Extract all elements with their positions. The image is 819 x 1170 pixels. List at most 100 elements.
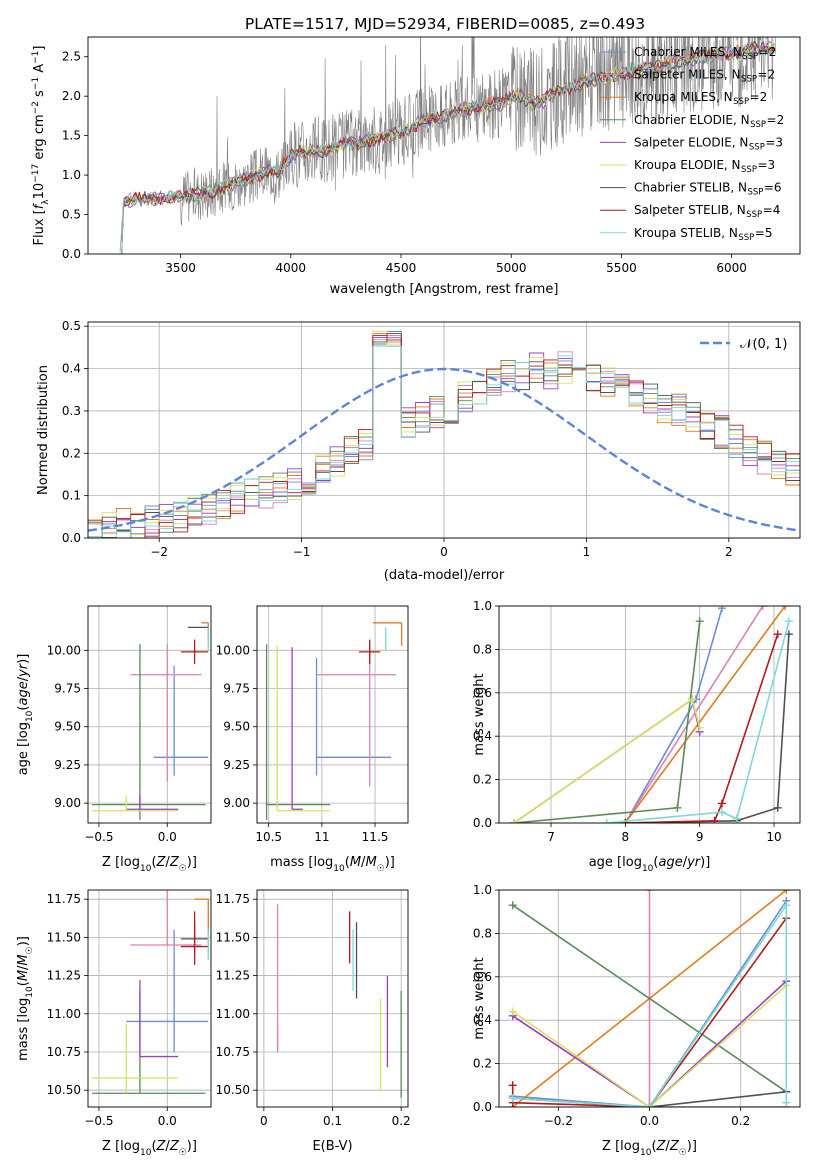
axes-frame bbox=[87, 321, 801, 539]
weight-line bbox=[512, 904, 787, 1093]
weight-marker bbox=[688, 695, 697, 704]
y-tick-label: 0.8 bbox=[473, 926, 492, 940]
x-tick-label: 11 bbox=[314, 830, 329, 844]
weight-marker bbox=[782, 1098, 791, 1107]
legend-entry-value: =2 bbox=[750, 90, 768, 104]
errorbar-area bbox=[265, 622, 403, 820]
weight-marker bbox=[758, 606, 767, 610]
y-tick-label: 0.2 bbox=[473, 1057, 492, 1071]
x-tick-label: 0.2 bbox=[392, 1114, 411, 1128]
legend-entry-subscript: SSP bbox=[746, 210, 762, 220]
y-tick-label: 0.4 bbox=[473, 729, 492, 743]
x-tick-label: −1 bbox=[293, 545, 311, 559]
legend-entry-value: =2 bbox=[759, 45, 777, 59]
legend-entry: Kroupa STELIB, N bbox=[634, 226, 738, 240]
panel-mass-vs-Z: −0.5 0.0 10.50 10.75 11.00 11.25 11.50 11.75 Z [… bbox=[16, 889, 212, 1158]
residual-histogram bbox=[88, 330, 800, 538]
legend-entry-subscript: SSP bbox=[733, 97, 749, 107]
y-tick-label: 9.50 bbox=[54, 720, 81, 734]
x-tick-label: 4500 bbox=[386, 261, 417, 275]
residual-histogram bbox=[88, 330, 800, 538]
y-tick-label: 10.50 bbox=[216, 1083, 250, 1097]
y-axis-label: age [log10(age/yr)] bbox=[16, 654, 35, 776]
y-tick-label: 0.2 bbox=[473, 773, 492, 787]
y-tick-label: 0.5 bbox=[62, 208, 81, 222]
weight-marker bbox=[773, 630, 782, 639]
x-axis-label: Z [log10(Z/Z☉)] bbox=[602, 1139, 697, 1158]
panel-spectrum: 3500 4000 4500 5000 5500 6000 0.0 0.5 1.0 1.5 2.0 2… bbox=[31, 36, 801, 297]
x-tick-label: 10.5 bbox=[255, 830, 282, 844]
y-axis-label: Flux [fλ10−17 erg cm−2 s−1 A−1] bbox=[31, 46, 51, 246]
legend-entry: Salpeter MILES, N bbox=[634, 68, 741, 82]
weight-marker bbox=[717, 606, 726, 613]
x-axis-label: Z [log10(Z/Z☉)] bbox=[102, 1139, 197, 1158]
legend-entry-value: =6 bbox=[764, 181, 782, 195]
y-tick-label: 0.4 bbox=[473, 1013, 492, 1027]
weight-marker bbox=[602, 819, 611, 823]
x-tick-label: 0 bbox=[440, 545, 448, 559]
x-axis-label: Z [log10(Z/Z☉)] bbox=[102, 855, 197, 874]
weight-marker bbox=[508, 1094, 517, 1103]
y-tick-label: 10.75 bbox=[47, 1045, 81, 1059]
weight-marker bbox=[508, 1007, 517, 1016]
weight-marker bbox=[784, 617, 793, 626]
axes-frame bbox=[256, 889, 409, 1108]
weight-line bbox=[513, 621, 701, 823]
y-tick-label: 0.0 bbox=[62, 247, 81, 261]
y-axis-label: Normed distribution bbox=[36, 365, 51, 495]
x-tick-label: 7 bbox=[547, 830, 555, 844]
x-tick-label: 0.2 bbox=[731, 1114, 750, 1128]
legend-entry-value: =3 bbox=[765, 135, 783, 149]
legend-entry-value: =5 bbox=[755, 226, 773, 240]
y-tick-label: 9.00 bbox=[223, 796, 250, 810]
y-tick-label: 11.75 bbox=[216, 892, 250, 906]
weight-marker bbox=[695, 723, 704, 732]
errorbar-area bbox=[92, 622, 209, 820]
x-axis-label: wavelength [Angstrom, rest frame] bbox=[330, 282, 559, 297]
x-tick-label: 5500 bbox=[606, 261, 637, 275]
legend-entry: Salpeter STELIB, N bbox=[634, 203, 746, 217]
y-tick-label: 0.0 bbox=[473, 816, 492, 830]
weight-marker bbox=[717, 799, 726, 808]
x-tick-label: 0.0 bbox=[158, 1114, 177, 1128]
y-tick-label: 11.00 bbox=[47, 1007, 81, 1021]
axes-frame bbox=[256, 605, 409, 824]
x-tick-label: 6000 bbox=[716, 261, 747, 275]
normal-curve bbox=[88, 367, 798, 532]
x-axis-label: E(B-V) bbox=[312, 1139, 352, 1154]
y-tick-label: 11.00 bbox=[216, 1007, 250, 1021]
legend-entry-subscript: SSP bbox=[750, 120, 766, 130]
y-tick-label: 11.25 bbox=[47, 969, 81, 983]
y-tick-label: 9.25 bbox=[54, 758, 81, 772]
legend-entry-subscript: SSP bbox=[749, 142, 765, 152]
weight-marker bbox=[695, 617, 704, 626]
x-tick-label: −0.5 bbox=[84, 1114, 113, 1128]
weight-marker bbox=[782, 901, 791, 910]
legend-entry: Kroupa ELODIE, N bbox=[634, 158, 741, 172]
x-tick-label: 10 bbox=[766, 830, 781, 844]
x-tick-label: 3500 bbox=[165, 261, 196, 275]
y-tick-label: 9.75 bbox=[54, 682, 81, 696]
legend-entry-subscript: SSP bbox=[742, 52, 758, 62]
legend-entry: 𝒩(0, 1) bbox=[740, 337, 787, 352]
axes-frame bbox=[498, 889, 801, 1108]
y-axis-label: mass [log10(M/M☉)] bbox=[16, 936, 35, 1061]
x-tick-label: 0.0 bbox=[158, 830, 177, 844]
y-tick-label: 1.0 bbox=[473, 883, 492, 897]
weight-line bbox=[606, 620, 790, 823]
x-tick-label: 1 bbox=[583, 545, 591, 559]
legend-entry: Salpeter ELODIE, N bbox=[634, 135, 748, 149]
weight-marker bbox=[645, 890, 654, 894]
legend-entry-subscript: SSP bbox=[741, 75, 757, 85]
legend-entry-subscript: SSP bbox=[738, 233, 754, 243]
y-axis-label: mass weight bbox=[472, 673, 487, 755]
weight-line bbox=[624, 607, 723, 823]
y-tick-label: 0.5 bbox=[62, 319, 81, 333]
weight-marker bbox=[717, 808, 726, 817]
axes-frame bbox=[87, 889, 212, 1108]
y-tick-label: 0.8 bbox=[473, 642, 492, 656]
weight-line bbox=[625, 633, 779, 823]
weight-marker bbox=[621, 819, 630, 823]
x-axis-label: (data-model)/error bbox=[384, 568, 505, 583]
legend-entry: Kroupa MILES, N bbox=[634, 90, 733, 104]
